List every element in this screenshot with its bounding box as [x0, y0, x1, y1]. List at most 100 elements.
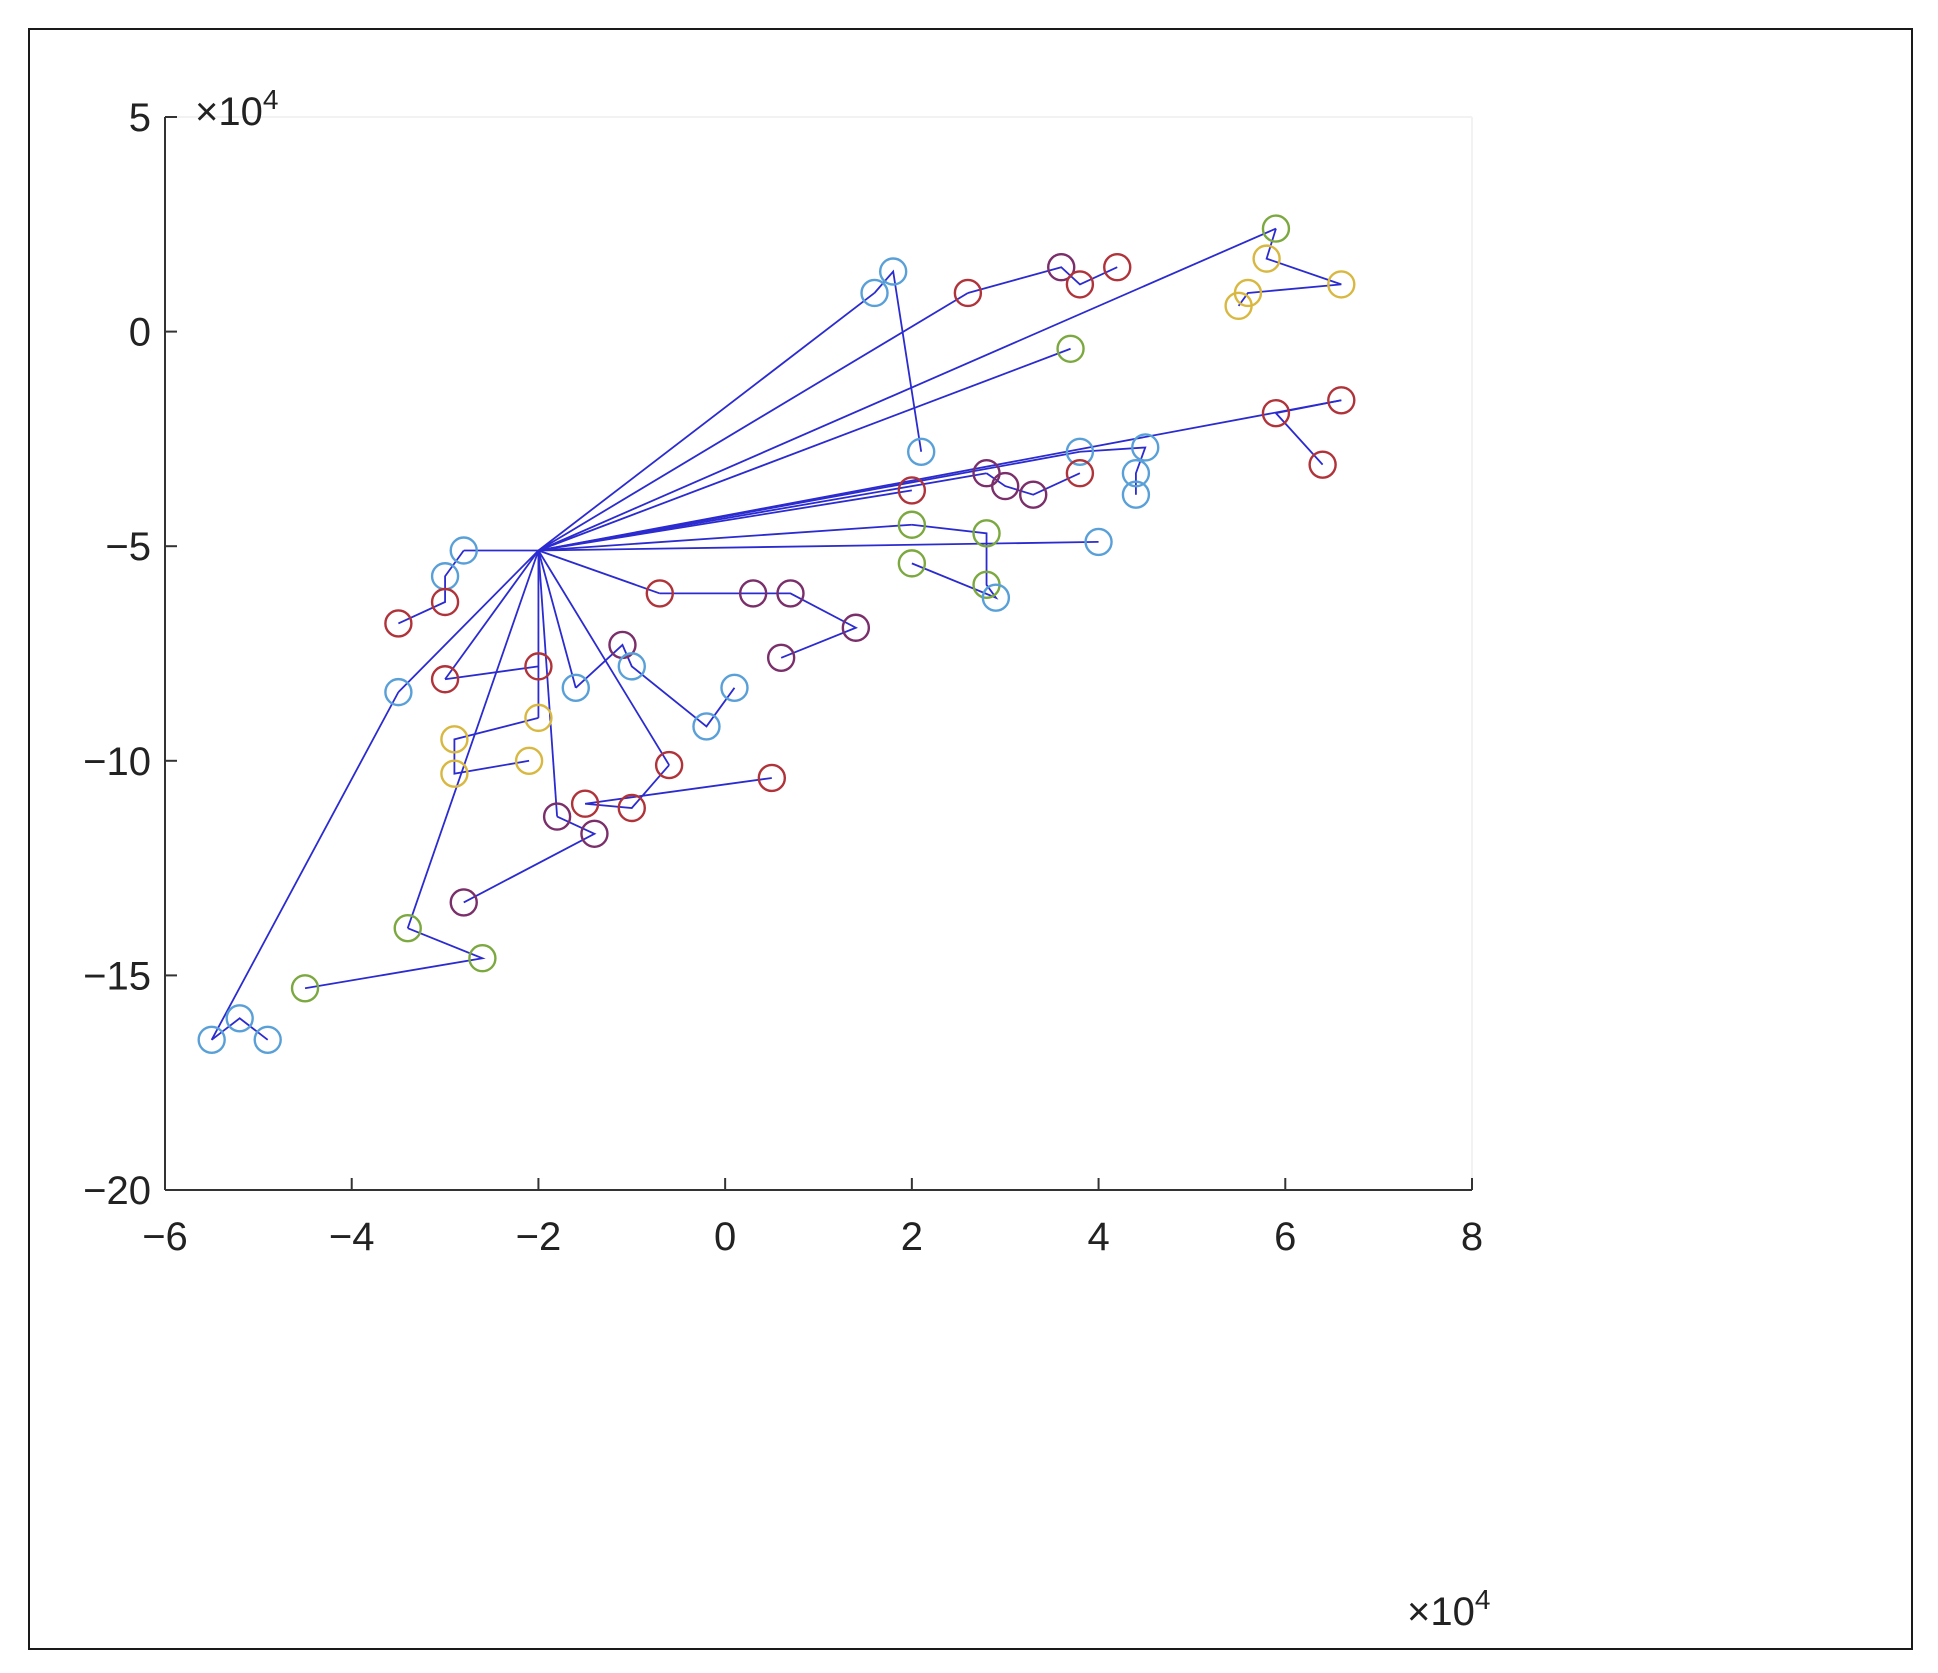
- series-path-line: [444, 665, 539, 681]
- data-point-marker: [757, 763, 787, 793]
- x-tick-label: 8: [1461, 1215, 1483, 1259]
- data-point-marker: [570, 789, 600, 818]
- series-path-line: [911, 523, 999, 600]
- scatter-chart: −6 −4 −2 0 2 4 6 850−5−10−15−20 ×104 ×104: [83, 84, 1490, 1634]
- y-tick-label: −10: [83, 740, 151, 784]
- y-tick-label: −15: [83, 954, 151, 998]
- hub-spoke-line: [538, 549, 661, 595]
- data-point-marker: [393, 913, 422, 943]
- data-point-marker: [953, 278, 983, 308]
- data-point-marker: [524, 703, 553, 733]
- series-path-line: [453, 717, 539, 775]
- data-point-marker: [440, 759, 469, 788]
- x-axis-multiplier: ×104: [1407, 1584, 1490, 1634]
- data-point-marker: [1224, 291, 1253, 321]
- x-tick-label: −4: [329, 1215, 375, 1259]
- data-point-marker: [1327, 270, 1356, 299]
- data-point-marker: [720, 673, 749, 703]
- series-path-line: [584, 764, 772, 809]
- data-point-marker: [430, 665, 460, 694]
- hub-spoke-line: [538, 523, 912, 552]
- hub-spoke-line: [537, 550, 577, 689]
- series-path-line: [210, 691, 400, 1041]
- series-path-line: [873, 269, 923, 452]
- data-point-marker: [1103, 253, 1132, 282]
- data-point-marker: [542, 802, 572, 831]
- y-tick-label: 0: [129, 311, 151, 355]
- series-path-line: [463, 815, 597, 904]
- y-tick-label: −5: [105, 525, 151, 569]
- data-point-marker: [972, 519, 1001, 548]
- data-point-marker: [1056, 334, 1085, 363]
- data-point-marker: [449, 888, 478, 917]
- data-point-marker: [1308, 450, 1337, 479]
- hub-spoke-line: [406, 550, 540, 929]
- data-point-marker: [897, 549, 927, 578]
- series-path-line: [1237, 228, 1342, 307]
- y-axis-multiplier: ×104: [195, 84, 278, 134]
- figure-frame: −6 −4 −2 0 2 4 6 8 5 0 −5 −10 −15 −20 ×104 ×104: [28, 28, 1913, 1650]
- x-tick-label: −2: [516, 1215, 562, 1259]
- x-tick-label: 4: [1087, 1215, 1109, 1259]
- hub-spoke-line: [538, 541, 1099, 552]
- hub-spoke-line: [538, 489, 913, 552]
- data-point-marker: [776, 579, 805, 608]
- data-point-marker: [580, 819, 609, 848]
- data-point-marker: [738, 579, 768, 608]
- data-point-marker: [841, 613, 871, 642]
- x-tick-label: 0: [714, 1215, 736, 1259]
- x-tick-label: −6: [142, 1215, 188, 1259]
- data-point-marker: [384, 677, 413, 707]
- data-point-marker: [440, 725, 469, 754]
- data-point-marker: [514, 746, 544, 775]
- data-point-marker: [1121, 480, 1151, 509]
- data-point-marker: [897, 510, 927, 539]
- data-point-marker: [692, 712, 721, 741]
- data-point-marker: [654, 750, 684, 780]
- hub-spoke-line: [537, 550, 670, 766]
- connection-lines: [210, 227, 1342, 1041]
- tick-labels: −6 −4 −2 0 2 4 6 850−5−10−15−20: [83, 96, 1483, 1259]
- data-point-marker: [617, 793, 646, 823]
- data-point-marker: [449, 536, 478, 565]
- series-path-line: [659, 592, 858, 659]
- series-path-line: [575, 643, 736, 728]
- data-point-marker: [524, 652, 553, 681]
- data-point-marker: [991, 471, 1020, 501]
- series-path-line: [967, 266, 1118, 294]
- data-point-marker: [617, 652, 646, 681]
- data-point-marker: [766, 643, 796, 672]
- data-point-marker: [384, 609, 413, 638]
- data-point-marker: [897, 476, 927, 505]
- data-point-marker: [645, 579, 674, 608]
- hub-spoke-line: [538, 347, 1071, 552]
- x-tick-label: 2: [901, 1215, 923, 1259]
- data-point-marker: [253, 1025, 282, 1054]
- series-path-line: [304, 927, 486, 990]
- axes: [164, 116, 1473, 1191]
- data-point-marker: [561, 673, 590, 703]
- data-point-marker: [468, 944, 497, 973]
- data-point-marker: [1047, 253, 1076, 282]
- series-path-line: [986, 472, 1081, 496]
- y-tick-label: 5: [129, 96, 151, 140]
- x-tick-label: 6: [1274, 1215, 1296, 1259]
- data-point-marker: [1019, 480, 1048, 509]
- hub-spoke-line: [397, 549, 540, 693]
- data-point-marker: [981, 583, 1011, 612]
- data-point-marker: [1065, 270, 1095, 299]
- data-point-marker: [1121, 459, 1151, 488]
- series-path-line: [1274, 399, 1342, 466]
- data-point-marker: [906, 437, 936, 466]
- y-tick-label: −20: [83, 1169, 151, 1213]
- hub-spoke-line: [537, 292, 969, 552]
- data-point-marker: [1084, 527, 1113, 557]
- data-point-marker: [1131, 433, 1160, 462]
- data-point-marker: [860, 278, 889, 308]
- data-point-marker: [430, 587, 460, 617]
- hub-spoke-line: [538, 227, 1277, 552]
- data-point-marker: [1065, 459, 1095, 488]
- data-point-marker: [1065, 437, 1095, 466]
- data-point-marker: [878, 257, 908, 286]
- hub-spoke-line: [444, 549, 540, 680]
